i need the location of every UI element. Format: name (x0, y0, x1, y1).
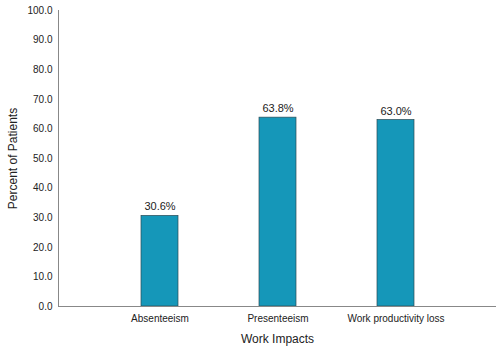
svg-text:30.6%: 30.6% (144, 200, 175, 212)
svg-text:Work productivity loss: Work productivity loss (347, 313, 444, 324)
svg-text:0.0: 0.0 (39, 301, 53, 312)
svg-text:63.0%: 63.0% (380, 105, 411, 117)
svg-text:80.0: 80.0 (33, 64, 53, 75)
svg-text:10.0: 10.0 (33, 271, 53, 282)
svg-text:30.0: 30.0 (33, 212, 53, 223)
svg-text:70.0: 70.0 (33, 94, 53, 105)
svg-text:Absenteeism: Absenteeism (131, 313, 189, 324)
svg-text:90.0: 90.0 (33, 34, 53, 45)
svg-text:60.0: 60.0 (33, 123, 53, 134)
svg-text:Presenteeism: Presenteeism (247, 313, 308, 324)
svg-text:20.0: 20.0 (33, 242, 53, 253)
svg-text:100.0: 100.0 (27, 5, 52, 16)
svg-text:Work Impacts: Work Impacts (241, 332, 314, 346)
svg-text:63.8%: 63.8% (262, 102, 293, 114)
svg-text:Percent of Patients: Percent of Patients (6, 108, 20, 209)
svg-text:50.0: 50.0 (33, 153, 53, 164)
svg-text:40.0: 40.0 (33, 182, 53, 193)
